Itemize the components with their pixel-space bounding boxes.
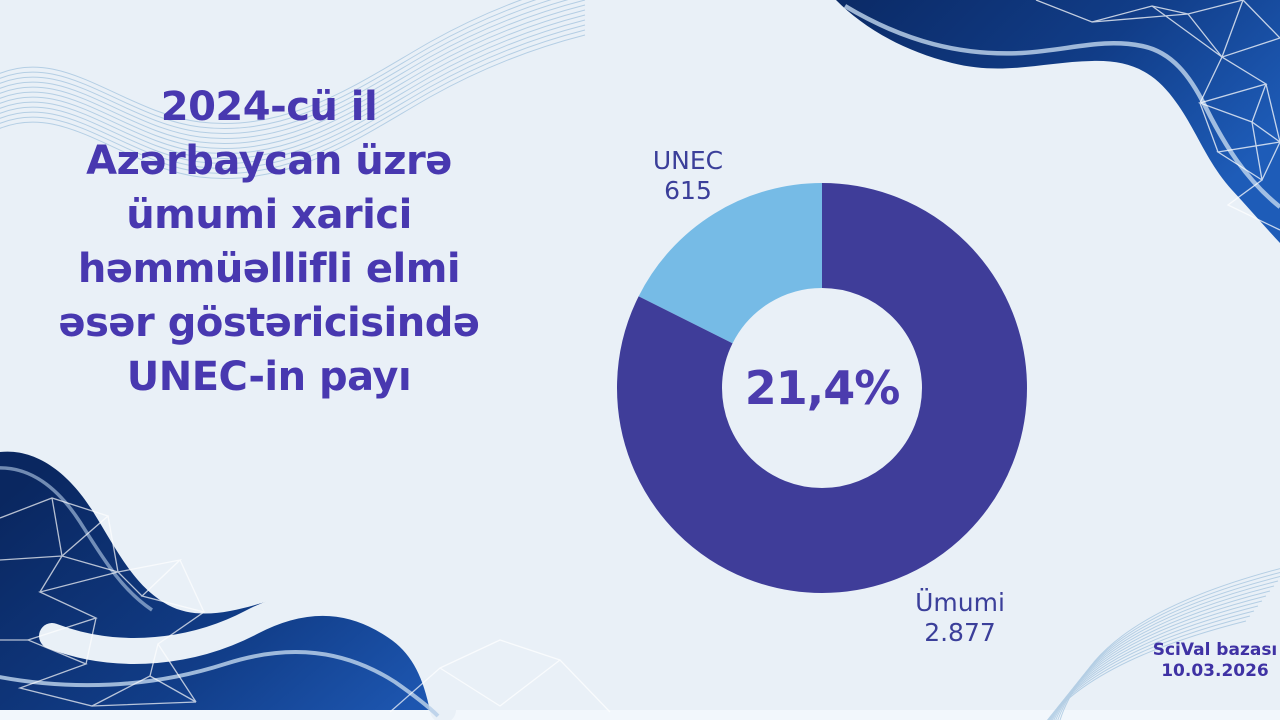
polygon-mesh-bottom-left xyxy=(0,497,611,713)
wave-channel xyxy=(39,589,456,720)
source-database: SciVal bazası xyxy=(1152,640,1278,660)
label-unec: UNEC 615 xyxy=(563,146,813,206)
polygon-mesh-top-right xyxy=(1035,0,1280,231)
title-line: UNEC-in payı xyxy=(126,354,412,400)
wave-highlight-stroke xyxy=(843,4,1280,209)
title-line: 2024-cü il xyxy=(160,84,378,130)
title-line: həmmüəllifli elmi xyxy=(77,246,461,292)
label-unec-name: UNEC xyxy=(652,146,724,175)
label-umumi: Ümumi 2.877 xyxy=(835,588,1085,648)
label-umumi-value: 2.877 xyxy=(924,618,996,647)
wave-highlight-stroke xyxy=(0,466,153,612)
title-line: Azərbaycan üzrə xyxy=(86,138,452,184)
label-umumi-name: Ümumi xyxy=(915,588,1005,617)
title-line: ümumi xarici xyxy=(126,192,412,238)
title-line: əsər göstəricisində xyxy=(58,300,480,346)
label-unec-value: 615 xyxy=(664,176,712,205)
wave-highlight-stroke xyxy=(0,650,440,718)
source-date: 10.03.2026 xyxy=(1161,661,1269,681)
corner-wave-top-right xyxy=(836,0,1280,243)
bottom-strip xyxy=(0,710,1280,720)
donut-chart xyxy=(617,183,1027,593)
donut-slice-umumi xyxy=(617,183,1027,593)
page-title: 2024-cü il Azərbaycan üzrə ümumi xarici … xyxy=(36,80,502,404)
donut-center-percentage: 21,4% xyxy=(744,361,901,415)
source-note: SciVal bazası 10.03.2026 xyxy=(1125,640,1280,682)
corner-wave-bottom-left xyxy=(0,451,456,720)
